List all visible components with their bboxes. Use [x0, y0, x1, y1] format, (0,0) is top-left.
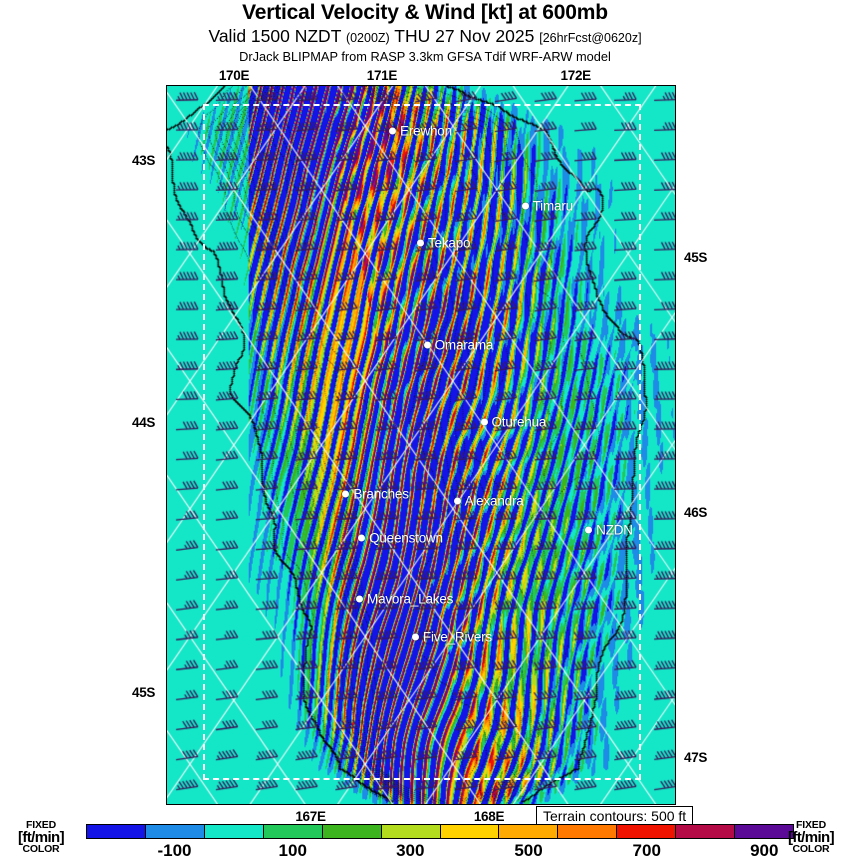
valid-date: THU 27 Nov 2025	[394, 26, 535, 46]
colorbar-tick-labels: -100 100 300 500 700 900	[86, 841, 794, 861]
colorbar-band-8	[558, 825, 618, 838]
title-block: Vertical Velocity & Wind [kt] at 600mb V…	[0, 0, 850, 65]
colorbar-band-6	[440, 825, 500, 838]
place-label: NZDN	[596, 522, 633, 538]
colorbar-left-legend: FIXED [ft/min] COLOR	[2, 820, 80, 854]
colorbar-tick-3: 500	[514, 841, 543, 860]
place-dot-icon	[480, 418, 488, 426]
place-marker-tekapo[interactable]: Tekapo	[417, 235, 471, 251]
colorbar-right-color-label: COLOR	[792, 842, 830, 855]
place-label: Branches	[353, 486, 409, 502]
place-marker-five-rivers[interactable]: Five_Rivers	[411, 629, 492, 645]
colorbar-band-4	[322, 825, 382, 838]
lon-label-top-2: 172E	[560, 68, 592, 83]
place-dot-icon	[453, 497, 461, 505]
valid-time-line: Valid 1500 NZDT (0200Z) THU 27 Nov 2025 …	[0, 26, 850, 49]
valid-time-utc: (0200Z)	[345, 31, 390, 45]
place-dot-icon	[521, 202, 529, 210]
colorbar-right-fixed-label: FIXED	[796, 819, 826, 831]
lon-label-top-1: 171E	[366, 68, 398, 83]
colorbar-band-1	[145, 825, 205, 838]
place-marker-timaru[interactable]: Timaru	[521, 198, 574, 214]
lon-label-bottom-0: 167E	[295, 809, 326, 824]
place-marker-omarama[interactable]: Omarama	[423, 337, 494, 353]
place-marker-mavora-lakes[interactable]: Mavora_Lakes	[356, 591, 453, 606]
place-dot-icon	[417, 239, 424, 247]
lat-label-left-1: 44S	[132, 415, 156, 431]
place-dot-icon	[358, 534, 366, 542]
place-label: Erewhon	[400, 123, 452, 139]
colorbar-right-legend: FIXED [ft/min] COLOR	[772, 820, 850, 854]
lat-label-right-1: 46S	[684, 505, 708, 521]
place-dot-icon	[342, 490, 350, 498]
place-marker-nzdn[interactable]: NZDN	[585, 522, 633, 537]
colorbar-band-5	[381, 825, 441, 838]
place-dot-icon	[423, 341, 431, 349]
place-marker-erewhon[interactable]: Erewhon	[389, 123, 452, 138]
colorbar-band-9	[617, 825, 677, 838]
colorbar-band-11	[735, 825, 794, 838]
colorbar-band-2	[204, 825, 264, 838]
terrain-contour-note: Terrain contours: 500 ft	[536, 806, 694, 827]
place-dot-icon	[411, 633, 419, 641]
colorbar-band-0	[87, 825, 146, 838]
lat-label-right-0: 45S	[684, 249, 708, 265]
colorbar-tick-0: -100	[157, 841, 192, 860]
place-marker-alexandra[interactable]: Alexandra	[453, 493, 524, 509]
page-title: Vertical Velocity & Wind [kt] at 600mb	[242, 1, 608, 24]
valid-time-prefix: Valid 1500 NZDT	[208, 26, 342, 46]
place-label: Tekapo	[428, 235, 471, 251]
place-marker-queenstown[interactable]: Queenstown	[358, 530, 443, 545]
colorbar-area: FIXED [ft/min] COLOR -100 100 300 500 700 900…	[0, 820, 850, 860]
lat-label-left-0: 43S	[132, 152, 156, 168]
lon-label-bottom-1: 168E	[473, 809, 505, 824]
vertical-velocity-heatmap-canvas	[167, 86, 675, 804]
colorbar-tick-2: 300	[396, 841, 425, 860]
place-label: Queenstown	[369, 530, 443, 546]
place-marker-oturehua[interactable]: Oturehua	[480, 414, 547, 430]
lat-label-right-2: 47S	[684, 750, 708, 766]
place-marker-branches[interactable]: Branches	[342, 486, 409, 502]
model-source-line: DrJack BLIPMAP from RASP 3.3km GFSA Tdif…	[239, 49, 611, 64]
colorbar-left-fixed-label: FIXED	[26, 819, 56, 831]
colorbar-band-10	[676, 825, 736, 838]
place-label: Omarama	[434, 337, 494, 353]
place-label: Alexandra	[464, 493, 524, 509]
colorbar-tick-5: 900	[750, 841, 779, 860]
colorbar-left-color-label: COLOR	[22, 842, 60, 855]
colorbar-tick-4: 700	[632, 841, 661, 860]
place-label: Oturehua	[491, 414, 547, 430]
place-label: Five_Rivers	[422, 629, 492, 645]
colorbar-right-unit-label: [ft/min]	[787, 828, 835, 846]
weather-map[interactable]: Erewhon Timaru Tekapo Omarama Oturehua Branch…	[166, 85, 676, 805]
lon-label-top-0: 170E	[218, 68, 250, 83]
place-label: Mavora_Lakes	[367, 591, 454, 607]
lat-label-left-2: 45S	[132, 685, 156, 701]
colorbar-gradient[interactable]	[86, 824, 794, 839]
place-dot-icon	[389, 127, 397, 135]
colorbar-band-3	[263, 825, 323, 838]
place-label: Timaru	[532, 198, 574, 214]
place-dot-icon	[585, 526, 593, 534]
colorbar-band-7	[499, 825, 559, 838]
place-dot-icon	[356, 595, 364, 603]
forecast-hour-tag: [26hrFcst@0620z]	[539, 31, 642, 45]
colorbar-tick-1: 100	[278, 841, 307, 860]
colorbar-left-unit-label: [ft/min]	[17, 828, 65, 846]
